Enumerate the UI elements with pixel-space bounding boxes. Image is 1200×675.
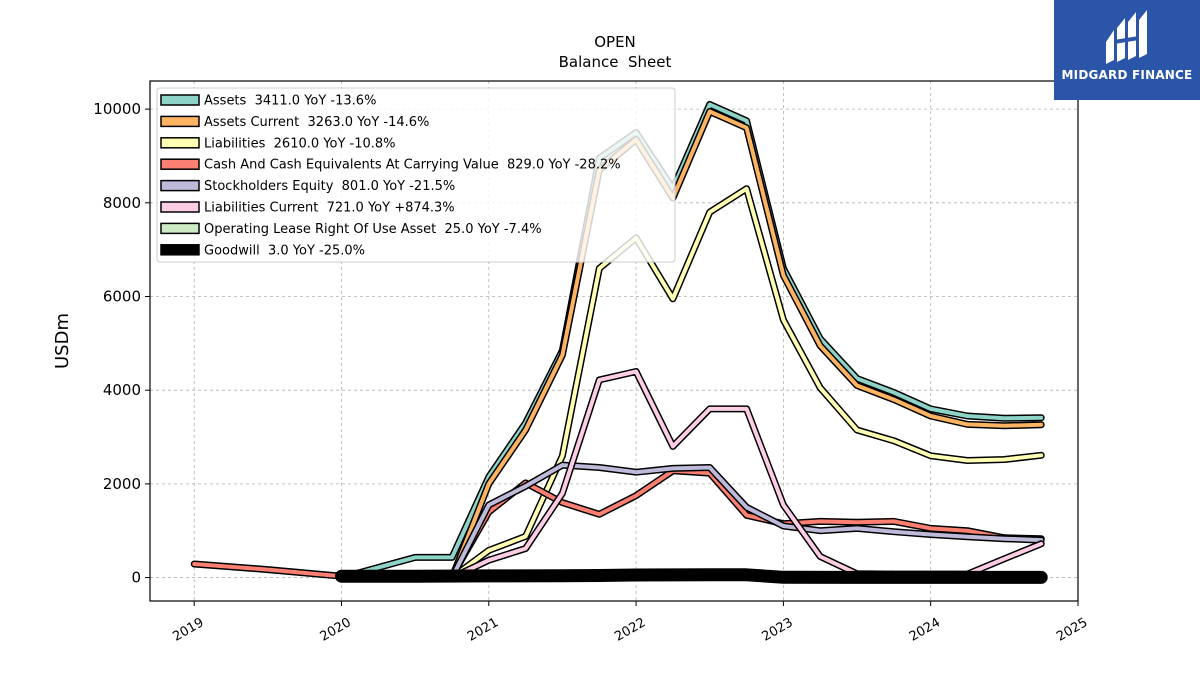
series-line-stockholders-equity xyxy=(450,463,1044,580)
legend-label-liabilities-current: Liabilities Current 721.0 YoY +874.3% xyxy=(204,201,455,216)
legend-label-operating-lease-right-of-use-asset: Operating Lease Right Of Use Asset 25.0 … xyxy=(204,222,542,237)
x-tick-label: 2025 xyxy=(1054,615,1090,645)
legend: Assets 3411.0 YoY -13.6% Assets Current 3… xyxy=(156,87,676,263)
series-line-goodwill xyxy=(336,569,1047,583)
y-tick-label: 2000 xyxy=(103,475,141,493)
y-tick-label: 4000 xyxy=(103,381,141,399)
legend-swatch-liabilities-current xyxy=(160,201,200,213)
x-tick-label: 2021 xyxy=(465,615,501,645)
brand-mark-icon xyxy=(1106,10,1147,64)
chart-subtitle: Balance Sheet xyxy=(559,53,672,71)
plot-frame xyxy=(149,80,1079,602)
series-line-liabilities xyxy=(450,186,1044,580)
y-tick-label: 8000 xyxy=(103,194,141,212)
legend-label-cash-and-cash-equivalents-at-carrying-value: Cash And Cash Equivalents At Carrying Va… xyxy=(204,158,621,173)
legend-label-assets: Assets 3411.0 YoY -13.6% xyxy=(204,94,376,109)
x-axis: 2019 2020 2021 2022 2023 2024 2025 xyxy=(170,601,1090,645)
legend-label-goodwill: Goodwill 3.0 YoY -25.0% xyxy=(204,243,365,258)
x-tick-label: 2024 xyxy=(907,615,943,645)
y-tick-label: 6000 xyxy=(103,287,141,305)
y-axis-label: USDm xyxy=(52,313,73,369)
x-tick-label: 2020 xyxy=(318,615,354,645)
x-tick-label: 2023 xyxy=(760,615,796,645)
series-line-assets-current xyxy=(413,109,1044,580)
series-layer xyxy=(190,100,1048,584)
legend-swatch-cash-and-cash-equivalents-at-carrying-value xyxy=(160,158,200,170)
brand-name: MIDGARD FINANCE xyxy=(1061,68,1193,82)
legend-swatch-assets xyxy=(160,94,200,106)
series-line-cash-and-cash-equivalents-at-carrying-value xyxy=(192,468,1044,579)
y-tick-label: 0 xyxy=(131,569,141,587)
x-tick-label: 2019 xyxy=(170,615,206,645)
legend-label-assets-current: Assets Current 3263.0 YoY -14.6% xyxy=(204,115,429,130)
legend-swatch-liabilities xyxy=(160,137,200,149)
chart-title: OPEN xyxy=(594,33,636,51)
legend-box xyxy=(156,87,676,263)
brand-logo: MIDGARD FINANCE xyxy=(1054,0,1200,100)
y-axis: 0 2000 4000 6000 8000 10000 xyxy=(93,100,150,587)
x-tick-label: 2022 xyxy=(612,615,648,645)
legend-swatch-stockholders-equity xyxy=(160,179,200,192)
legend-label-liabilities: Liabilities 2610.0 YoY -10.8% xyxy=(204,136,396,151)
legend-swatch-assets-current xyxy=(160,115,200,128)
y-tick-label: 10000 xyxy=(93,100,141,118)
legend-label-stockholders-equity: Stockholders Equity 801.0 YoY -21.5% xyxy=(204,179,455,194)
legend-swatch-operating-lease-right-of-use-asset xyxy=(160,222,200,235)
series-line-assets xyxy=(339,102,1044,580)
legend-swatch-goodwill xyxy=(160,244,200,256)
